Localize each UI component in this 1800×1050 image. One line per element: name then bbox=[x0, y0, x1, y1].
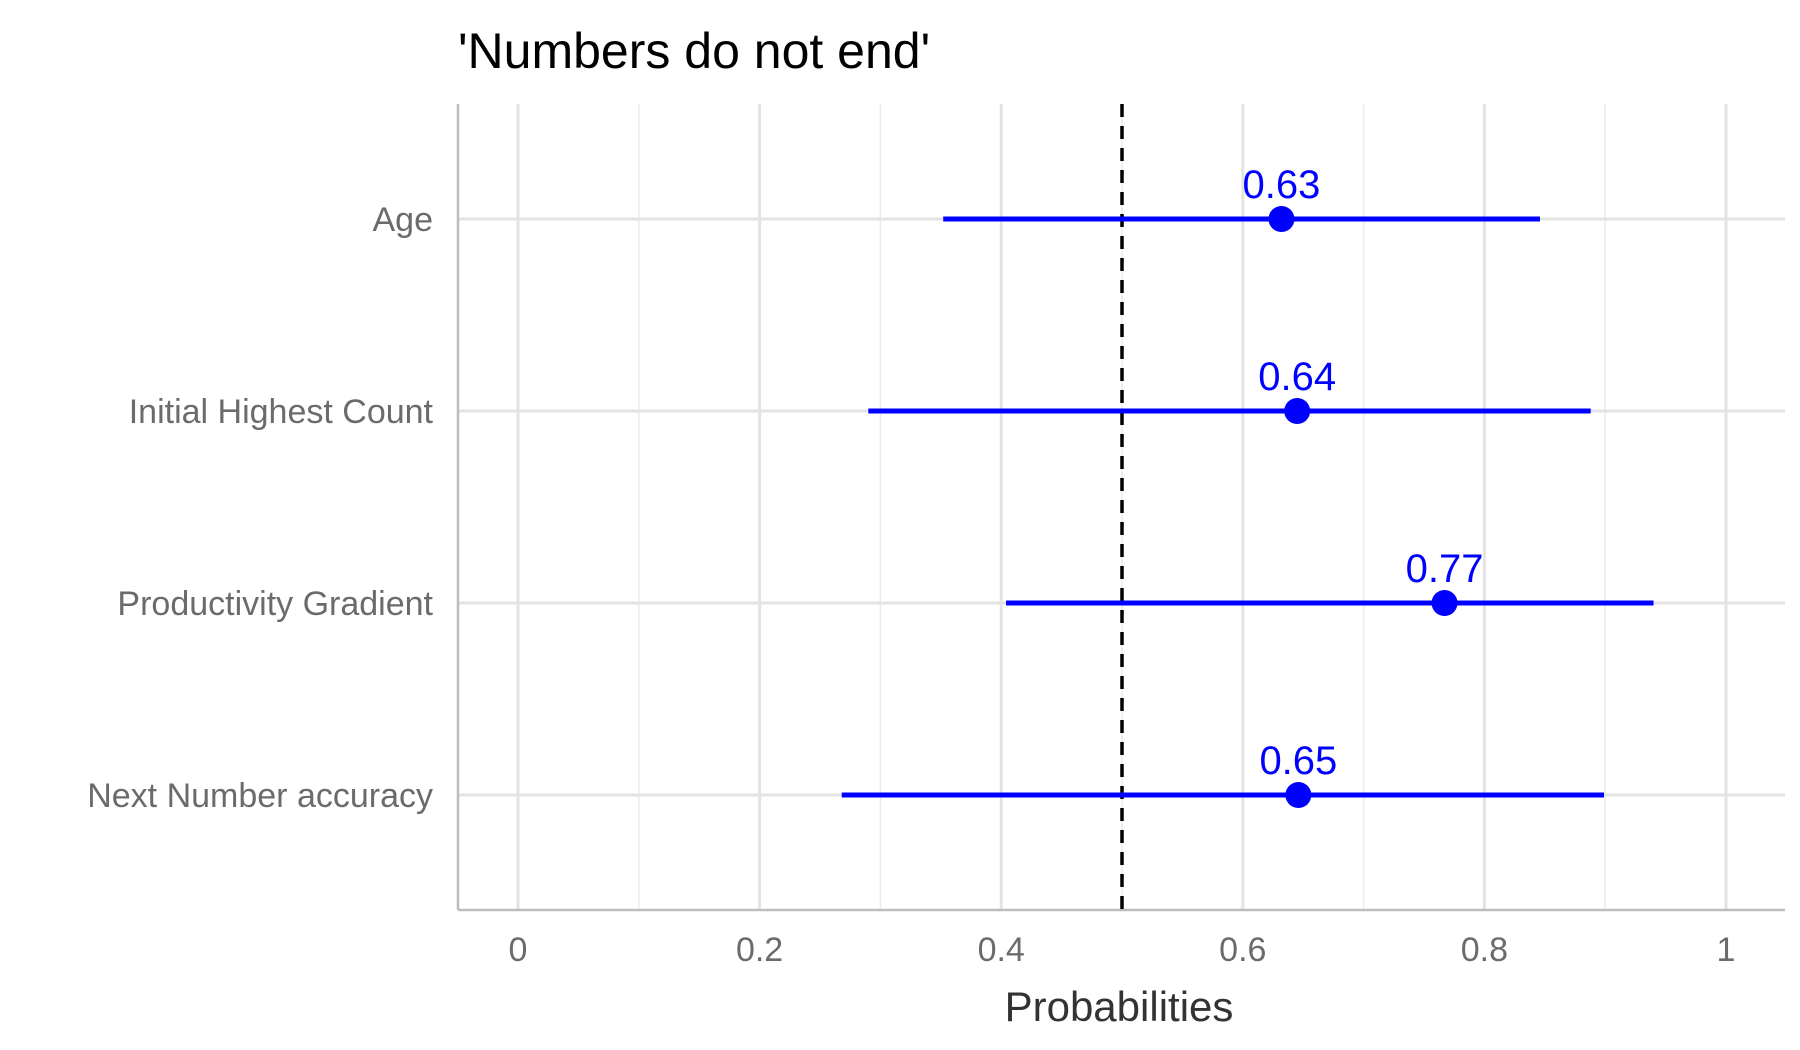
y-category-label: Age bbox=[373, 201, 434, 239]
value-label: 0.65 bbox=[1259, 739, 1337, 783]
estimate-point bbox=[1431, 590, 1458, 616]
x-axis-title: Probabilities bbox=[1005, 983, 1234, 1030]
x-tick-label: 0.2 bbox=[736, 931, 783, 969]
estimate-point bbox=[1285, 782, 1312, 808]
chart-title: 'Numbers do not end' bbox=[458, 23, 930, 79]
x-tick-label: 0.4 bbox=[978, 931, 1025, 969]
value-label: 0.64 bbox=[1258, 355, 1336, 399]
y-category-label: Initial Highest Count bbox=[129, 393, 434, 431]
y-category-label: Productivity Gradient bbox=[117, 585, 433, 623]
label-layer: 0.63 0.64 0.77 0.65 bbox=[1243, 163, 1484, 783]
value-label: 0.63 bbox=[1243, 163, 1321, 207]
x-tick-label: 0.6 bbox=[1219, 931, 1266, 969]
series-layer bbox=[841, 206, 1654, 808]
x-tick-label: 0.8 bbox=[1461, 931, 1508, 969]
value-label: 0.77 bbox=[1406, 547, 1484, 591]
estimate-point bbox=[1284, 398, 1311, 424]
x-tick-label: 1 bbox=[1717, 931, 1736, 969]
estimate-point bbox=[1268, 206, 1295, 232]
y-category-label: Next Number accuracy bbox=[87, 777, 433, 815]
axis-layer: 0 0.2 0.4 0.6 0.8 1 Age Initial Highest Count Pr… bbox=[87, 104, 1785, 969]
x-tick-label: 0 bbox=[509, 931, 528, 969]
